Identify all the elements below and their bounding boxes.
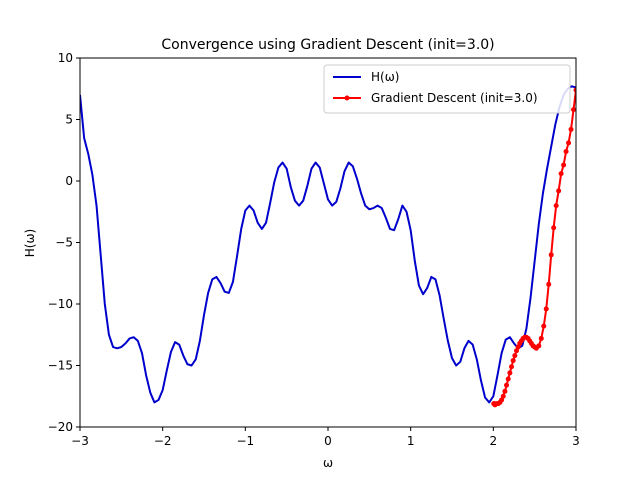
plot-area [80,58,576,427]
series-1-point-28 [513,348,519,354]
y-tick-label-1: −15 [48,359,73,373]
series-1-point-0 [573,87,576,93]
x-tick-label-5: 2 [490,434,498,448]
series-1-point-9 [551,225,557,231]
y-tick-label-0: −20 [48,420,73,434]
series-1-point-31 [509,364,515,370]
legend-box [323,64,571,114]
legend-label-gradient-descent: Gradient Descent (init=3.0) [371,91,538,105]
series-line-0 [80,85,576,404]
x-tick-label-0: −3 [71,434,89,448]
y-tick-label-5: 5 [65,113,73,127]
legend-marker-gradient-descent [344,95,350,101]
x-tick-label-3: 0 [324,434,332,448]
x-axis-label: ω [323,456,333,470]
series-1-point-12 [543,306,549,312]
y-tick-label-2: −10 [48,297,73,311]
series-1-point-13 [541,323,547,329]
series-1-point-2 [568,126,574,132]
x-tick-label-1: −2 [154,434,172,448]
legend-label-h-omega: H(ω) [371,70,399,84]
y-tick-label-4: 0 [65,174,73,188]
series-1-point-43 [491,401,497,407]
series-1-point-1 [571,107,576,113]
series-1-point-35 [502,388,508,394]
y-axis: −20 −15 −10 −5 0 5 10 [48,51,80,434]
y-tick-label-3: −5 [55,236,73,250]
series-1-point-29 [512,353,518,359]
chart-title: Convergence using Gradient Descent (init… [161,37,494,53]
x-tick-label-4: 1 [407,434,415,448]
legend: H(ω) Gradient Descent (init=3.0) [323,64,571,114]
x-tick-label-6: 3 [572,434,580,448]
y-axis-label: H(ω) [23,229,37,257]
series-1-point-11 [546,281,552,287]
series-1-point-30 [510,358,516,364]
series-1-point-8 [553,203,559,209]
series-1-point-6 [558,171,564,177]
series-1-point-14 [538,335,544,341]
x-tick-label-2: −1 [236,434,254,448]
series-1-point-3 [566,140,572,146]
series-1-point-5 [561,162,567,168]
series-1-point-4 [563,148,569,154]
series-1-point-7 [556,188,562,194]
series-1-point-10 [548,252,554,258]
series-1-point-34 [504,382,510,388]
y-tick-label-6: 10 [58,51,73,65]
x-axis: −3 −2 −1 0 1 2 3 [71,427,580,448]
series-1-point-32 [507,370,513,376]
series-layer [80,85,576,408]
series-1-point-33 [505,376,511,382]
